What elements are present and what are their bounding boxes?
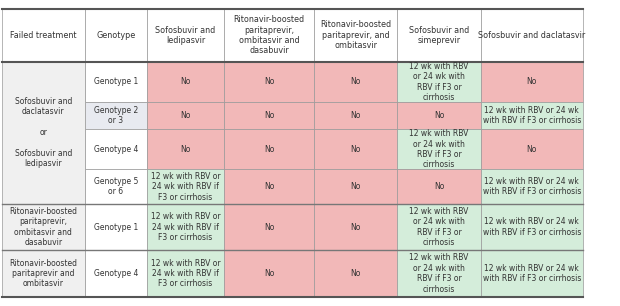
Bar <box>85 9 147 62</box>
Bar <box>397 102 481 129</box>
Bar <box>147 129 224 170</box>
Text: No: No <box>350 77 361 86</box>
Text: 12 wk with RBV or 24 wk
with RBV if F3 or cirrhosis: 12 wk with RBV or 24 wk with RBV if F3 o… <box>483 177 581 196</box>
Bar <box>224 9 314 62</box>
Text: No: No <box>434 111 445 120</box>
Bar <box>397 9 481 62</box>
Bar <box>314 129 397 170</box>
Bar <box>314 250 397 297</box>
Text: No: No <box>264 223 274 232</box>
Bar <box>85 170 147 204</box>
Text: 12 wk with RBV or
24 wk with RBV if
F3 or cirrhosis: 12 wk with RBV or 24 wk with RBV if F3 o… <box>151 212 220 242</box>
Bar <box>481 204 583 250</box>
Text: No: No <box>350 111 361 120</box>
Text: Ritonavir-boosted
paritaprevir,
ombitasvir and
dasabuvir: Ritonavir-boosted paritaprevir, ombitasv… <box>234 15 304 55</box>
Bar <box>85 129 147 170</box>
Text: No: No <box>350 223 361 232</box>
Bar <box>224 250 314 297</box>
Bar <box>224 102 314 129</box>
Text: 12 wk with RBV
or 24 wk with
RBV if F3 or
cirrhosis: 12 wk with RBV or 24 wk with RBV if F3 o… <box>409 129 469 169</box>
Bar <box>2 9 85 62</box>
Bar <box>481 102 583 129</box>
Text: No: No <box>434 182 445 191</box>
Bar <box>481 129 583 170</box>
Text: Ritonavir-boosted
paritaprevir,
ombitasvir and
dasabuvir: Ritonavir-boosted paritaprevir, ombitasv… <box>9 207 78 247</box>
Text: Genotype 1: Genotype 1 <box>94 223 138 232</box>
Bar <box>314 170 397 204</box>
Bar <box>314 62 397 102</box>
Text: 12 wk with RBV
or 24 wk with
RBV if F3 or
cirrhosis: 12 wk with RBV or 24 wk with RBV if F3 o… <box>409 253 469 294</box>
Bar <box>85 250 147 297</box>
Text: No: No <box>264 145 274 154</box>
Text: Ritonavir-boosted
paritaprevir and
ombitasvir: Ritonavir-boosted paritaprevir and ombit… <box>9 259 78 289</box>
Bar <box>481 62 583 102</box>
Text: 12 wk with RBV or 24 wk
with RBV if F3 or cirrhosis: 12 wk with RBV or 24 wk with RBV if F3 o… <box>483 264 581 283</box>
Bar <box>85 102 147 129</box>
Text: No: No <box>264 111 274 120</box>
Text: No: No <box>264 182 274 191</box>
Text: 12 wk with RBV or 24 wk
with RBV if F3 or cirrhosis: 12 wk with RBV or 24 wk with RBV if F3 o… <box>483 106 581 125</box>
Bar <box>397 170 481 204</box>
Bar <box>147 250 224 297</box>
Bar <box>2 250 85 297</box>
Text: No: No <box>264 77 274 86</box>
Bar <box>147 102 224 129</box>
Text: 12 wk with RBV or 24 wk
with RBV if F3 or cirrhosis: 12 wk with RBV or 24 wk with RBV if F3 o… <box>483 218 581 237</box>
Text: Genotype: Genotype <box>96 31 136 40</box>
Text: No: No <box>350 145 361 154</box>
Text: Genotype 5
or 6: Genotype 5 or 6 <box>94 177 138 196</box>
Text: No: No <box>264 269 274 278</box>
Bar <box>2 62 85 204</box>
Bar <box>397 62 481 102</box>
Text: Sofosbuvir and
daclatasvir

or

Sofosbuvir and
ledipasvir: Sofosbuvir and daclatasvir or Sofosbuvir… <box>15 97 72 169</box>
Text: No: No <box>350 269 361 278</box>
Text: Ritonavir-boosted
paritaprevir, and
ombitasvir: Ritonavir-boosted paritaprevir, and ombi… <box>320 21 391 50</box>
Bar <box>85 204 147 250</box>
Text: No: No <box>180 77 191 86</box>
Text: No: No <box>526 77 537 86</box>
Bar <box>314 204 397 250</box>
Bar <box>147 170 224 204</box>
Bar <box>147 9 224 62</box>
Bar <box>481 9 583 62</box>
Text: No: No <box>350 182 361 191</box>
Text: No: No <box>526 145 537 154</box>
Text: Genotype 2
or 3: Genotype 2 or 3 <box>94 106 138 125</box>
Bar <box>314 9 397 62</box>
Bar <box>397 250 481 297</box>
Bar <box>397 204 481 250</box>
Text: 12 wk with RBV
or 24 wk with
RBV if F3 or
cirrhosis: 12 wk with RBV or 24 wk with RBV if F3 o… <box>409 207 469 247</box>
Text: Sofosbuvir and
simeprevir: Sofosbuvir and simeprevir <box>409 26 469 45</box>
Bar <box>314 102 397 129</box>
Text: Sofosbuvir and daclatasvir: Sofosbuvir and daclatasvir <box>478 31 585 40</box>
Text: No: No <box>180 111 191 120</box>
Bar <box>2 204 85 250</box>
Text: Genotype 4: Genotype 4 <box>94 145 138 154</box>
Text: Genotype 1: Genotype 1 <box>94 77 138 86</box>
Text: 12 wk with RBV
or 24 wk with
RBV if F3 or
cirrhosis: 12 wk with RBV or 24 wk with RBV if F3 o… <box>409 62 469 102</box>
Bar <box>147 62 224 102</box>
Bar <box>397 129 481 170</box>
Text: 12 wk with RBV or
24 wk with RBV if
F3 or cirrhosis: 12 wk with RBV or 24 wk with RBV if F3 o… <box>151 172 220 202</box>
Bar <box>147 204 224 250</box>
Text: Failed treatment: Failed treatment <box>10 31 76 40</box>
Bar <box>224 129 314 170</box>
Bar <box>224 204 314 250</box>
Text: Genotype 4: Genotype 4 <box>94 269 138 278</box>
Bar <box>224 170 314 204</box>
Bar <box>481 250 583 297</box>
Bar <box>85 62 147 102</box>
Bar <box>481 170 583 204</box>
Text: 12 wk with RBV or
24 wk with RBV if
F3 or cirrhosis: 12 wk with RBV or 24 wk with RBV if F3 o… <box>151 259 220 289</box>
Text: No: No <box>180 145 191 154</box>
Text: Sofosbuvir and
ledipasvir: Sofosbuvir and ledipasvir <box>156 26 216 45</box>
Bar <box>224 62 314 102</box>
